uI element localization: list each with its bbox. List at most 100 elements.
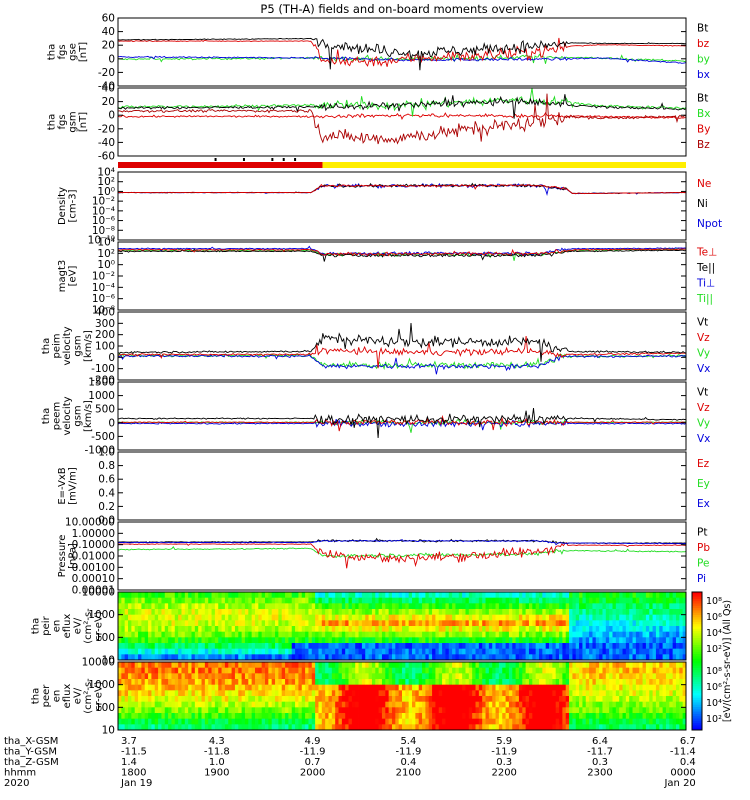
- xaxis-tick-value: 6.7: [680, 736, 696, 747]
- density-frame: [117, 171, 687, 241]
- mode-bar-fast: [322, 162, 686, 168]
- temperature-ytick: 10⁻⁶: [92, 293, 115, 305]
- fgs-gse-legend-entry: bz: [697, 38, 710, 50]
- temperature-legend-entry: Te||: [696, 262, 715, 274]
- peem-velocity-ylabel-line: tha: [41, 408, 52, 424]
- efield-ylabel-line: [mV/m]: [67, 467, 78, 505]
- xaxis-tick-value: -11.9: [491, 747, 517, 758]
- peim-velocity-legend-entry: Vt: [697, 316, 708, 328]
- peem-velocity-ytick: 500: [95, 404, 115, 416]
- pressure-ytick: 0.00010: [72, 573, 115, 585]
- xaxis-tick-value: 0.3: [496, 757, 512, 768]
- xaxis-tick-value: 1.4: [121, 757, 137, 768]
- temperature-ytick: 10²: [97, 248, 115, 260]
- peem-velocity-ylabel-line: peem: [52, 402, 63, 430]
- fgs-gse-legend-entry: Bt: [697, 22, 708, 34]
- fgs-gsm-legend-entry: Bz: [697, 139, 710, 151]
- fgs-gsm-ylabel-line: fgs: [57, 114, 68, 129]
- peir-eflux-ylabel-line: en: [52, 620, 63, 633]
- fgs-gsm-ytick: -40: [98, 137, 115, 149]
- temperature-legend-entry: Te⊥: [696, 246, 717, 258]
- pressure-ytick: 0.00001: [72, 585, 115, 597]
- plot-title: P5 (TH-A) fields and on-board moments ov…: [260, 2, 543, 16]
- fgs-gse-ylabel-line: tha: [46, 44, 57, 60]
- fgs-gse-series-0: [117, 53, 687, 64]
- peim-velocity-series-3: [117, 322, 687, 362]
- peem-velocity-series-3: [117, 408, 687, 439]
- temperature-ytick: 10⁻²: [92, 271, 115, 283]
- density-ytick: 10⁻⁶: [92, 215, 115, 227]
- density-ytick: 10⁻²: [92, 196, 115, 208]
- temperature-ytick: 10⁴: [97, 237, 115, 249]
- peim-velocity-ylabel-line: [km/s]: [83, 330, 94, 362]
- colorbar-tick: 10²: [706, 714, 722, 725]
- xaxis-tick-value: 2200: [491, 768, 516, 779]
- peir-eflux-frame: [117, 591, 687, 661]
- xaxis-tick-value: 1900: [204, 768, 229, 779]
- xaxis-row-label: tha_X-GSM: [4, 736, 58, 747]
- fgs-gsm-ylabel-line: tha: [46, 114, 57, 130]
- pressure-legend-entry: Pt: [697, 526, 707, 538]
- panel-efield: 1.00.8 0.60.4 0.2 0.0 E=-VxB [mV/m] Ez Ey Ex: [57, 447, 710, 527]
- peim-velocity-ytick: -100: [91, 363, 115, 375]
- fgs-gse-ytick: 0: [108, 53, 115, 65]
- pressure-series-3: [117, 539, 687, 546]
- temperature-ytick: 10⁻⁸: [92, 305, 115, 317]
- xaxis-row-label: hhmm: [4, 768, 36, 779]
- xaxis-tick-value: 4.9: [305, 736, 321, 747]
- colorbar-label: [eV/(cm²-s-sr-eV)] (All Qs): [722, 600, 733, 722]
- peir-eflux-ylabel-line: eV/: [73, 617, 84, 634]
- panel-peir-eflux: 10000 1000 100 10 tha peir en eflux eV/(cm²-s-sr…: [31, 587, 687, 667]
- pressure-legend-entry: Pi: [697, 573, 706, 585]
- colorbar-frame: [691, 591, 703, 731]
- fgs-gsm-ytick: 20: [102, 96, 115, 108]
- colorbar-tick: 10⁴: [706, 628, 722, 639]
- xaxis-tick-value: 0.7: [305, 757, 321, 768]
- pressure-series-1: [117, 542, 687, 569]
- xaxis-tick-value: 1.0: [209, 757, 225, 768]
- peem-velocity-legend-entry: Vx: [697, 433, 710, 445]
- density-legend-entry: Ni: [697, 198, 708, 210]
- fgs-gsm-ytick: 40: [102, 83, 115, 95]
- xaxis-tick-value: -11.9: [395, 747, 421, 758]
- peim-velocity-frame: [117, 311, 687, 381]
- peir-eflux-ylabel-line: eflux: [62, 614, 73, 639]
- xaxis-tick-value: -11.9: [300, 747, 326, 758]
- fgs-gse-ylabel-line: [nT]: [78, 42, 89, 62]
- peem-velocity-ytick: -1000: [84, 445, 115, 457]
- peir-eflux-ylabel-line: sr-eV): [94, 611, 105, 640]
- fgs-gsm-legend-entry: Bx: [697, 108, 710, 120]
- temperature-ytick: 10⁰: [97, 259, 115, 271]
- peer-eflux-ylabel-line: en: [52, 690, 63, 703]
- fgs-gsm-series-0: [117, 111, 687, 120]
- pressure-series-0: [117, 546, 687, 560]
- fgs-gsm-legend-entry: By: [697, 123, 710, 135]
- colorbar-tick: 10⁶: [706, 682, 722, 693]
- xaxis-tick-value: 2000: [300, 768, 325, 779]
- density-ytick: 10⁻¹⁰: [88, 235, 115, 247]
- temperature-ylabel-line: magt3: [57, 260, 68, 293]
- peem-velocity-ylabel: tha peem velocity gsm [km/s]: [41, 396, 94, 435]
- density-legend-entry: Npot: [697, 218, 722, 230]
- peir-eflux-ylabel-line: (cm²-s-: [83, 608, 94, 644]
- peem-velocity-ylabel-line: [km/s]: [83, 400, 94, 432]
- xaxis-row-label: tha_Y-GSM: [4, 747, 57, 758]
- peir-eflux-ytick: 10000: [82, 587, 115, 599]
- peer-eflux-ytick: 1000: [88, 679, 115, 691]
- peir-eflux-ytick: 1000: [88, 609, 115, 621]
- fgs-gse-legend-entry: bx: [697, 69, 710, 81]
- peem-velocity-series-1: [117, 417, 687, 431]
- peim-velocity-ylabel-line: peim: [52, 333, 63, 358]
- xaxis-tick-value: 5.4: [400, 736, 416, 747]
- peim-velocity-legend-entry: Vz: [697, 332, 710, 344]
- fgs-gse-series-1: [117, 55, 687, 64]
- pressure-ytick: 1.00000: [72, 528, 115, 540]
- density-legend-entry: Ne: [697, 178, 711, 190]
- xaxis-tick-value: -11.4: [670, 747, 696, 758]
